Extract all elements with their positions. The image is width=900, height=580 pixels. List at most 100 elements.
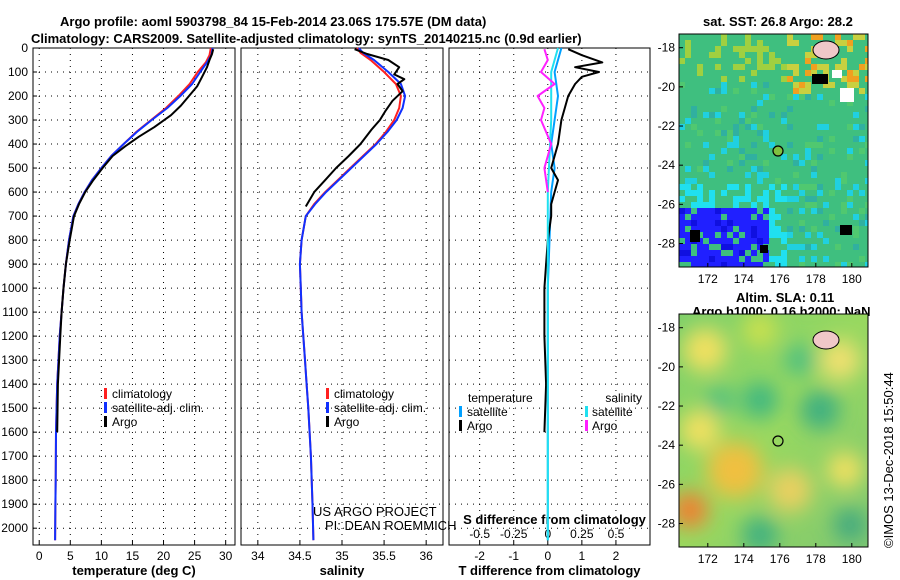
sst-pixel xyxy=(781,118,787,124)
sst-pixel xyxy=(847,196,853,202)
sst-pixel xyxy=(763,130,769,136)
sst-pixel xyxy=(787,40,793,46)
sst-pixel xyxy=(697,202,703,208)
sst-pixel xyxy=(781,112,787,118)
sst-pixel xyxy=(727,220,733,226)
sst-pixel xyxy=(757,124,763,130)
sst-pixel xyxy=(703,214,709,220)
sst-pixel xyxy=(847,148,853,154)
sst-pixel xyxy=(739,154,745,160)
sst-pixel xyxy=(739,112,745,118)
missing-data xyxy=(812,74,828,84)
sst-pixel xyxy=(715,256,721,262)
sla-anomaly-blob xyxy=(683,328,727,372)
sst-map-title: sat. SST: 26.8 Argo: 28.2 xyxy=(703,14,853,29)
sst-pixel xyxy=(757,166,763,172)
series-line-argo xyxy=(56,48,215,433)
sst-pixel xyxy=(709,214,715,220)
sst-pixel xyxy=(685,232,691,238)
sst-pixel xyxy=(727,238,733,244)
sst-pixel xyxy=(697,130,703,136)
sst-pixel xyxy=(679,256,685,262)
sst-pixel xyxy=(799,256,805,262)
legend-label: satellite-adj. clim. xyxy=(112,401,204,415)
map-lat-label: -18 xyxy=(658,41,676,55)
sst-pixel xyxy=(703,232,709,238)
sst-pixel xyxy=(817,184,823,190)
sst-pixel xyxy=(733,262,739,267)
sst-pixel xyxy=(745,226,751,232)
credit-line2: PI: DEAN ROEMMICH xyxy=(325,518,456,533)
sst-pixel xyxy=(835,40,841,46)
sst-pixel xyxy=(847,124,853,130)
sst-pixel xyxy=(703,202,709,208)
panel-frame xyxy=(448,47,651,546)
sst-pixel xyxy=(853,124,859,130)
sst-pixel xyxy=(745,154,751,160)
depth-tick-label: 1500 xyxy=(1,401,28,415)
x-tick-label-S: 0.25 xyxy=(570,527,594,541)
sst-pixel xyxy=(859,208,865,214)
sst-pixel xyxy=(799,160,805,166)
sst-pixel xyxy=(757,130,763,136)
sst-pixel xyxy=(727,166,733,172)
sst-pixel xyxy=(703,262,709,267)
sst-pixel xyxy=(733,64,739,70)
profile-panels: 0100200300400500600700800900100011001200… xyxy=(1,41,651,578)
sst-pixel xyxy=(745,58,751,64)
sla-anomaly-blob xyxy=(800,390,840,430)
timestamp-label: ©IMOS 13-Dec-2018 15:50:44 xyxy=(881,372,896,548)
sst-pixel xyxy=(763,136,769,142)
sst-pixel xyxy=(787,232,793,238)
sst-pixel xyxy=(709,232,715,238)
panel-difference: -2 -1 0 1 2T difference from climatology S di… xyxy=(448,47,651,578)
sst-pixel xyxy=(763,172,769,178)
sst-pixel xyxy=(763,82,769,88)
legend-swatch xyxy=(326,388,329,399)
sst-pixel xyxy=(805,82,811,88)
sst-pixel xyxy=(685,46,691,52)
sst-pixel xyxy=(685,256,691,262)
sst-pixel xyxy=(745,232,751,238)
x-tick-label: 10 xyxy=(95,549,109,563)
sst-pixel xyxy=(787,142,793,148)
sst-pixel xyxy=(769,208,775,214)
sst-pixel xyxy=(679,58,685,64)
sst-pixel xyxy=(817,64,823,70)
sst-pixel xyxy=(715,130,721,136)
sst-pixel xyxy=(697,244,703,250)
sst-pixel xyxy=(709,220,715,226)
legend-label: Argo xyxy=(592,419,618,433)
sst-pixel xyxy=(757,214,763,220)
sst-pixel xyxy=(751,250,757,256)
sst-pixel xyxy=(859,124,865,130)
map-lon-label: 174 xyxy=(734,272,754,286)
sst-pixel xyxy=(709,190,715,196)
sst-pixel xyxy=(787,94,793,100)
sst-pixel xyxy=(751,226,757,232)
sst-pixel xyxy=(685,244,691,250)
sst-pixel xyxy=(703,160,709,166)
sst-pixel xyxy=(763,46,769,52)
sst-pixel xyxy=(775,178,781,184)
sst-pixel xyxy=(697,220,703,226)
sst-pixel xyxy=(709,238,715,244)
depth-tick-label: 900 xyxy=(8,257,28,271)
sst-pixel xyxy=(697,184,703,190)
x-axis-label-top: S difference from climatology xyxy=(463,512,647,527)
depth-tick-label: 400 xyxy=(8,137,28,151)
sst-pixel xyxy=(751,106,757,112)
sst-pixel xyxy=(775,190,781,196)
sst-pixel xyxy=(733,202,739,208)
depth-tick-label: 1300 xyxy=(1,353,28,367)
sst-pixel xyxy=(799,208,805,214)
sst-pixel xyxy=(685,220,691,226)
sla-anomaly-blob xyxy=(834,509,866,541)
sst-pixel xyxy=(727,130,733,136)
sst-pixel xyxy=(865,220,868,226)
legend-label: Argo xyxy=(112,415,138,429)
sst-pixel xyxy=(793,154,799,160)
sst-pixel xyxy=(865,94,868,100)
sst-pixel xyxy=(757,100,763,106)
sst-pixel xyxy=(781,256,787,262)
